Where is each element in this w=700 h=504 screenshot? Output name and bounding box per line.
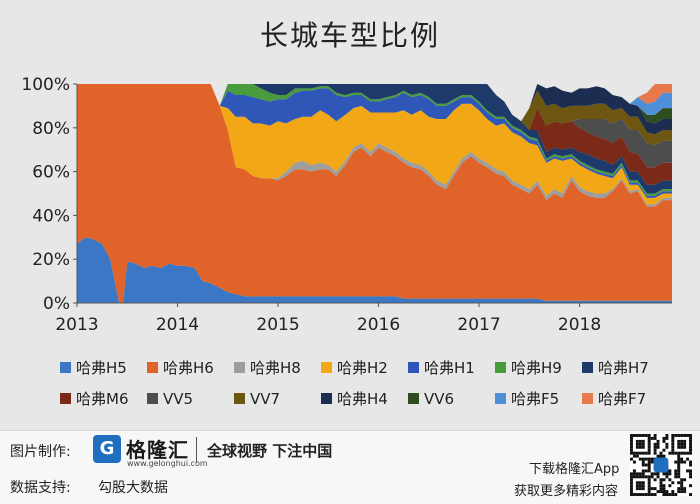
legend-item-0: 哈弗H5: [60, 357, 147, 378]
legend-item-5: 哈弗H9: [495, 357, 582, 378]
area-series-0: [77, 237, 672, 303]
legend-item-11: VV6: [408, 388, 495, 409]
legend-label: 哈弗H4: [337, 390, 388, 408]
legend-swatch: [495, 393, 506, 404]
legend-item-3: 哈弗H2: [321, 357, 408, 378]
legend-swatch: [582, 362, 593, 373]
legend-swatch: [60, 362, 71, 373]
legend-swatch: [147, 362, 158, 373]
y-tick-label: 0%: [43, 294, 70, 314]
chart-title: 长城车型比例: [259, 19, 440, 52]
download-line1: 下载格隆汇App: [529, 462, 620, 477]
footer-divider: [196, 437, 197, 463]
area-series-3: [77, 84, 672, 205]
legend-item-10: 哈弗H4: [321, 388, 408, 409]
legend-item-9: VV7: [234, 388, 321, 409]
legend-swatch: [234, 362, 245, 373]
legend-label: 哈弗H6: [163, 359, 214, 377]
data-support-label: 数据支持:: [10, 480, 71, 496]
legend-item-7: 哈弗M6: [60, 388, 147, 409]
legend-label: VV5: [163, 389, 194, 408]
legend-item-12: 哈弗F5: [495, 388, 582, 409]
area-series-7: [77, 84, 672, 185]
legend-label: 哈弗H8: [250, 359, 301, 377]
legend-swatch: [234, 393, 245, 404]
legend-label: VV7: [250, 389, 281, 408]
legend-label: 哈弗M6: [76, 390, 129, 408]
legend-swatch: [408, 393, 419, 404]
gelonghui-logo-icon: G: [93, 435, 121, 463]
legend-swatch: [321, 362, 332, 373]
legend: 哈弗H5 哈弗H6 哈弗H8 哈弗H2 哈弗H1 哈弗H9 哈弗H7 哈弗M6 VV5 VV7 哈弗…: [60, 357, 680, 409]
legend-swatch: [582, 393, 593, 404]
legend-label: VV6: [424, 389, 455, 408]
legend-swatch: [495, 362, 506, 373]
legend-item-8: VV5: [147, 388, 234, 409]
area-series-1: [77, 84, 672, 303]
legend-label: 哈弗F5: [511, 390, 560, 408]
legend-item-2: 哈弗H8: [234, 357, 321, 378]
legend-label: 哈弗H9: [511, 359, 562, 377]
area-series-9: [77, 84, 672, 146]
legend-swatch: [408, 362, 419, 373]
x-tick-label: 2018: [558, 315, 601, 335]
logo-url: www.gelonghui.com: [127, 459, 208, 468]
logo-text: 格隆汇: [126, 438, 189, 462]
y-tick-label: 80%: [32, 119, 70, 139]
chart-area: 格隆汇 0%20%40%60%80%100%201320142015201620…: [21, 75, 672, 335]
made-by-label: 图片制作:: [10, 444, 71, 460]
legend-swatch: [147, 393, 158, 404]
legend-label: 哈弗H1: [424, 359, 475, 377]
y-tick-label: 20%: [32, 250, 70, 270]
legend-label: 哈弗F7: [598, 390, 647, 408]
data-source: 勾股大数据: [98, 480, 168, 496]
legend-item-13: 哈弗F7: [582, 388, 669, 409]
legend-swatch: [60, 393, 71, 404]
legend-item-1: 哈弗H6: [147, 357, 234, 378]
legend-item-4: 哈弗H1: [408, 357, 495, 378]
x-tick-label: 2015: [256, 315, 299, 335]
slogan: 全球视野 下注中国: [207, 442, 333, 460]
y-tick-label: 60%: [32, 163, 70, 183]
x-tick-label: 2014: [156, 315, 199, 335]
download-line2: 获取更多精彩内容: [514, 484, 619, 499]
area-series-4: [77, 84, 672, 198]
qr-code-icon: [630, 434, 692, 496]
y-tick-label: 40%: [32, 206, 70, 226]
legend-item-6: 哈弗H7: [582, 357, 669, 378]
legend-label: 哈弗H2: [337, 359, 388, 377]
legend-swatch: [321, 393, 332, 404]
x-tick-label: 2016: [357, 315, 400, 335]
x-tick-label: 2013: [55, 315, 98, 335]
legend-label: 哈弗H7: [598, 359, 649, 377]
y-tick-label: 100%: [21, 75, 70, 95]
x-tick-label: 2017: [457, 315, 500, 335]
legend-label: 哈弗H5: [76, 359, 127, 377]
